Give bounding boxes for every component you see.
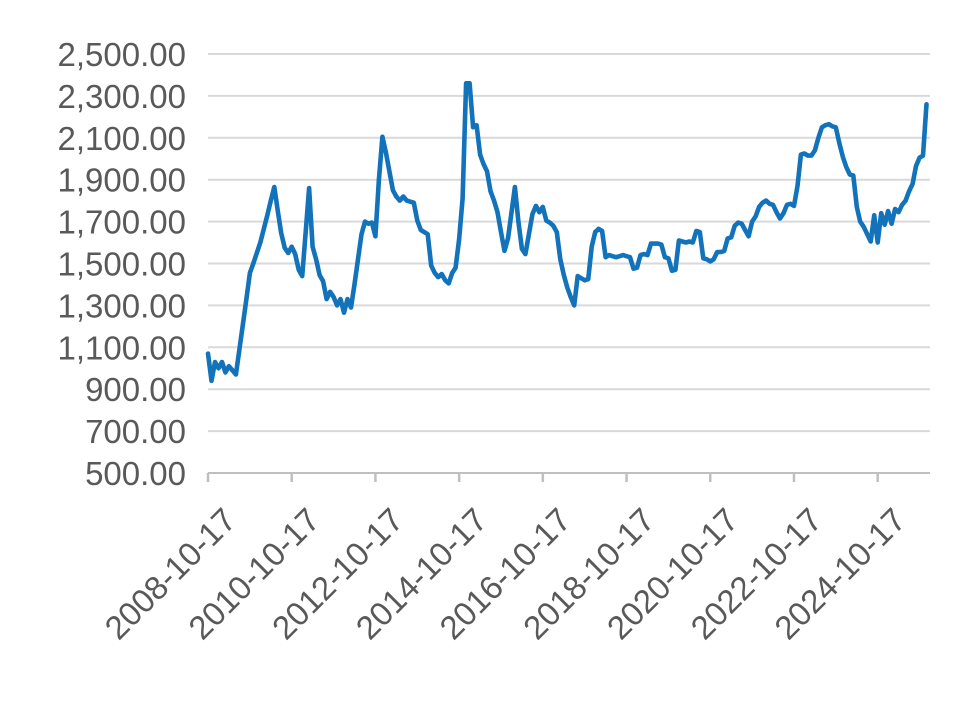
y-axis-tick-label: 1,700.00 xyxy=(58,204,186,241)
y-axis-tick-label: 500.00 xyxy=(85,455,186,492)
y-axis-tick-label: 2,500.00 xyxy=(58,36,186,73)
y-axis-tick-label: 1,500.00 xyxy=(58,246,186,283)
y-axis-tick-label: 1,100.00 xyxy=(58,329,186,366)
y-axis-tick-label: 900.00 xyxy=(85,371,186,408)
y-axis-tick-label: 2,300.00 xyxy=(58,78,186,115)
price-series-line xyxy=(205,81,929,384)
y-axis-tick-label: 1,300.00 xyxy=(58,287,186,324)
y-axis-tick-label: 700.00 xyxy=(85,413,186,450)
y-axis-tick-label: 1,900.00 xyxy=(58,162,186,199)
y-axis-tick-label: 2,100.00 xyxy=(58,120,186,157)
